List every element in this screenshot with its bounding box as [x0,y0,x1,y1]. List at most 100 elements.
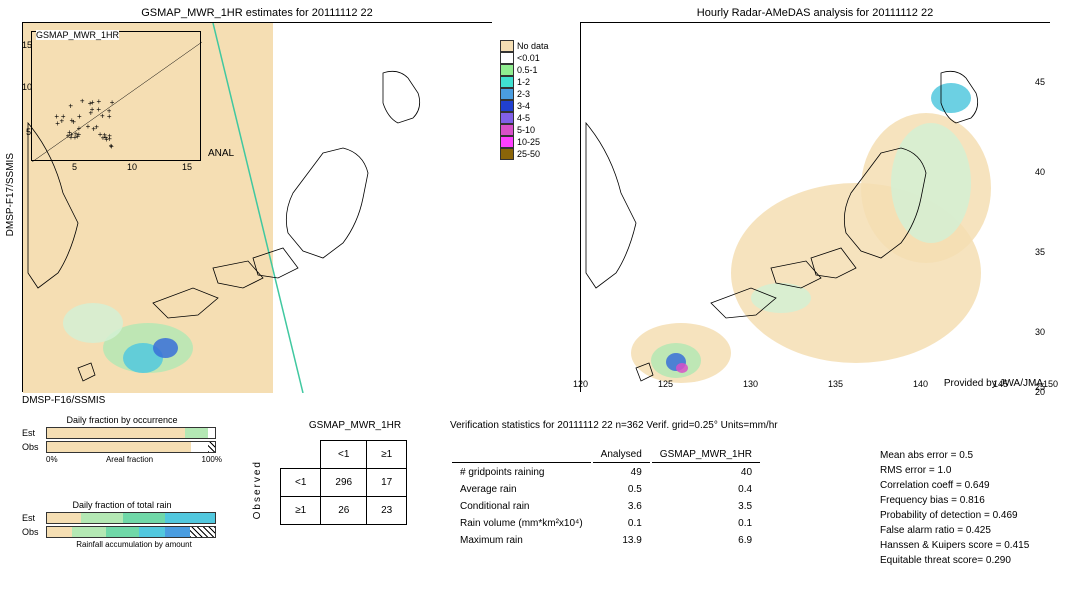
verif-value: 3.6 [593,499,650,514]
svg-text:+: + [55,119,60,128]
bar [46,441,216,453]
legend-label: 3-4 [517,101,530,111]
metric-line: Frequency bias = 0.816 [880,493,1029,508]
occurrence-title: Daily fraction by occurrence [22,415,222,425]
legend-row: <0.01 [500,52,549,64]
occ-axis-l: 0% [46,455,58,464]
verif-label: # gridpoints raining [452,465,591,480]
ct-cell: 17 [367,469,407,497]
total-rain-bars: Daily fraction of total rain EstObs Rain… [22,500,222,549]
legend-row: 4-5 [500,112,549,124]
verif-row: Maximum rain13.96.9 [452,533,760,548]
bar-row-label: Obs [22,527,46,537]
verif-row: # gridpoints raining4940 [452,465,760,480]
bar-segment [191,442,208,452]
verif-value: 0.1 [593,516,650,531]
legend-swatch [500,148,514,160]
legend-swatch [500,124,514,136]
right-map-svg [581,23,1051,393]
metric-line: RMS error = 1.0 [880,463,1029,478]
legend-label: No data [517,41,549,51]
legend-label: 0.5-1 [517,65,538,75]
bar-segment [165,513,215,523]
left-map-xaxis: DMSP-F16/SSMIS [22,395,105,406]
verif-label: Maximum rain [452,533,591,548]
bar-segment [190,527,215,537]
verif-value: 0.5 [593,482,650,497]
bar [46,427,216,439]
inset-tick: 15 [182,162,192,172]
bar-row: Obs [22,526,222,538]
legend-row: No data [500,40,549,52]
bar-segment [81,513,123,523]
metric-line: Mean abs error = 0.5 [880,448,1029,463]
lon-tick: 135 [828,379,843,389]
ct-side-label: Observed [252,460,263,519]
verif-value: 13.9 [593,533,650,548]
bar-row: Est [22,512,222,524]
legend-swatch [500,100,514,112]
ct-cell: 23 [367,497,407,525]
lat-tick: 35 [1035,247,1045,257]
contingency-title: GSMAP_MWR_1HR [270,420,440,431]
lon-tick: 125 [658,379,673,389]
svg-text:+: + [109,142,114,151]
colorbar-legend: No data<0.010.5-11-22-33-44-55-1010-2525… [500,40,549,160]
ct-col2: ≥1 [367,441,407,469]
right-map-title: Hourly Radar-AMeDAS analysis for 2011111… [581,7,1049,19]
bar-segment [72,527,106,537]
bar-segment [47,527,72,537]
legend-swatch [500,76,514,88]
right-map-panel: Hourly Radar-AMeDAS analysis for 2011111… [580,22,1050,392]
svg-text:+: + [88,109,93,118]
ct-cell: 26 [321,497,367,525]
bar-row: Obs [22,441,222,453]
verif-value: 49 [593,465,650,480]
verif-value: 0.1 [652,516,760,531]
legend-label: 1-2 [517,77,530,87]
svg-text:+: + [69,133,74,142]
anal-label: ANAL [208,148,234,159]
total-footer: Rainfall accumulation by amount [46,540,222,549]
legend-label: 5-10 [517,125,535,135]
verif-value: 6.9 [652,533,760,548]
verif-value: 0.4 [652,482,760,497]
bar-row-label: Est [22,513,46,523]
lon-tick: 150 [1043,379,1058,389]
occurrence-bars: Daily fraction by occurrence EstObs 0% A… [22,415,222,464]
metric-line: Correlation coeff = 0.649 [880,478,1029,493]
metrics-list: Mean abs error = 0.5RMS error = 1.0Corre… [880,448,1029,568]
contingency-table: <1≥1 <129617 ≥12623 [280,440,407,525]
svg-text:+: + [68,101,73,110]
verif-row: Conditional rain3.63.5 [452,499,760,514]
legend-row: 2-3 [500,88,549,100]
verif-label: Average rain [452,482,591,497]
bar [46,512,216,524]
legend-swatch [500,64,514,76]
left-map-title: GSMAP_MWR_1HR estimates for 20111112 22 [23,7,491,19]
verif-value: 40 [652,465,760,480]
legend-swatch [500,112,514,124]
legend-row: 0.5-1 [500,64,549,76]
verif-row: Average rain0.50.4 [452,482,760,497]
bar-segment [208,428,215,438]
inset-tick: 5 [72,162,77,172]
bar-segment [165,527,190,537]
legend-label: 4-5 [517,113,530,123]
metric-line: False alarm ratio = 0.425 [880,523,1029,538]
lon-tick: 120 [573,379,588,389]
verif-label: Conditional rain [452,499,591,514]
occ-axis-m: Areal fraction [106,455,153,464]
bar-segment [123,513,165,523]
legend-swatch [500,88,514,100]
inset-tick: 10 [22,82,32,92]
inset-box: GSMAP_MWR_1HR 15 10 5 5 10 15 ++++++++++… [31,31,201,161]
svg-text:+: + [101,133,106,142]
ct-row1: <1 [281,469,321,497]
svg-text:+: + [110,98,115,107]
legend-row: 25-50 [500,148,549,160]
svg-text:+: + [107,112,112,121]
bar-segment [139,527,164,537]
svg-text:+: + [70,116,75,125]
inset-tick: 15 [22,40,32,50]
